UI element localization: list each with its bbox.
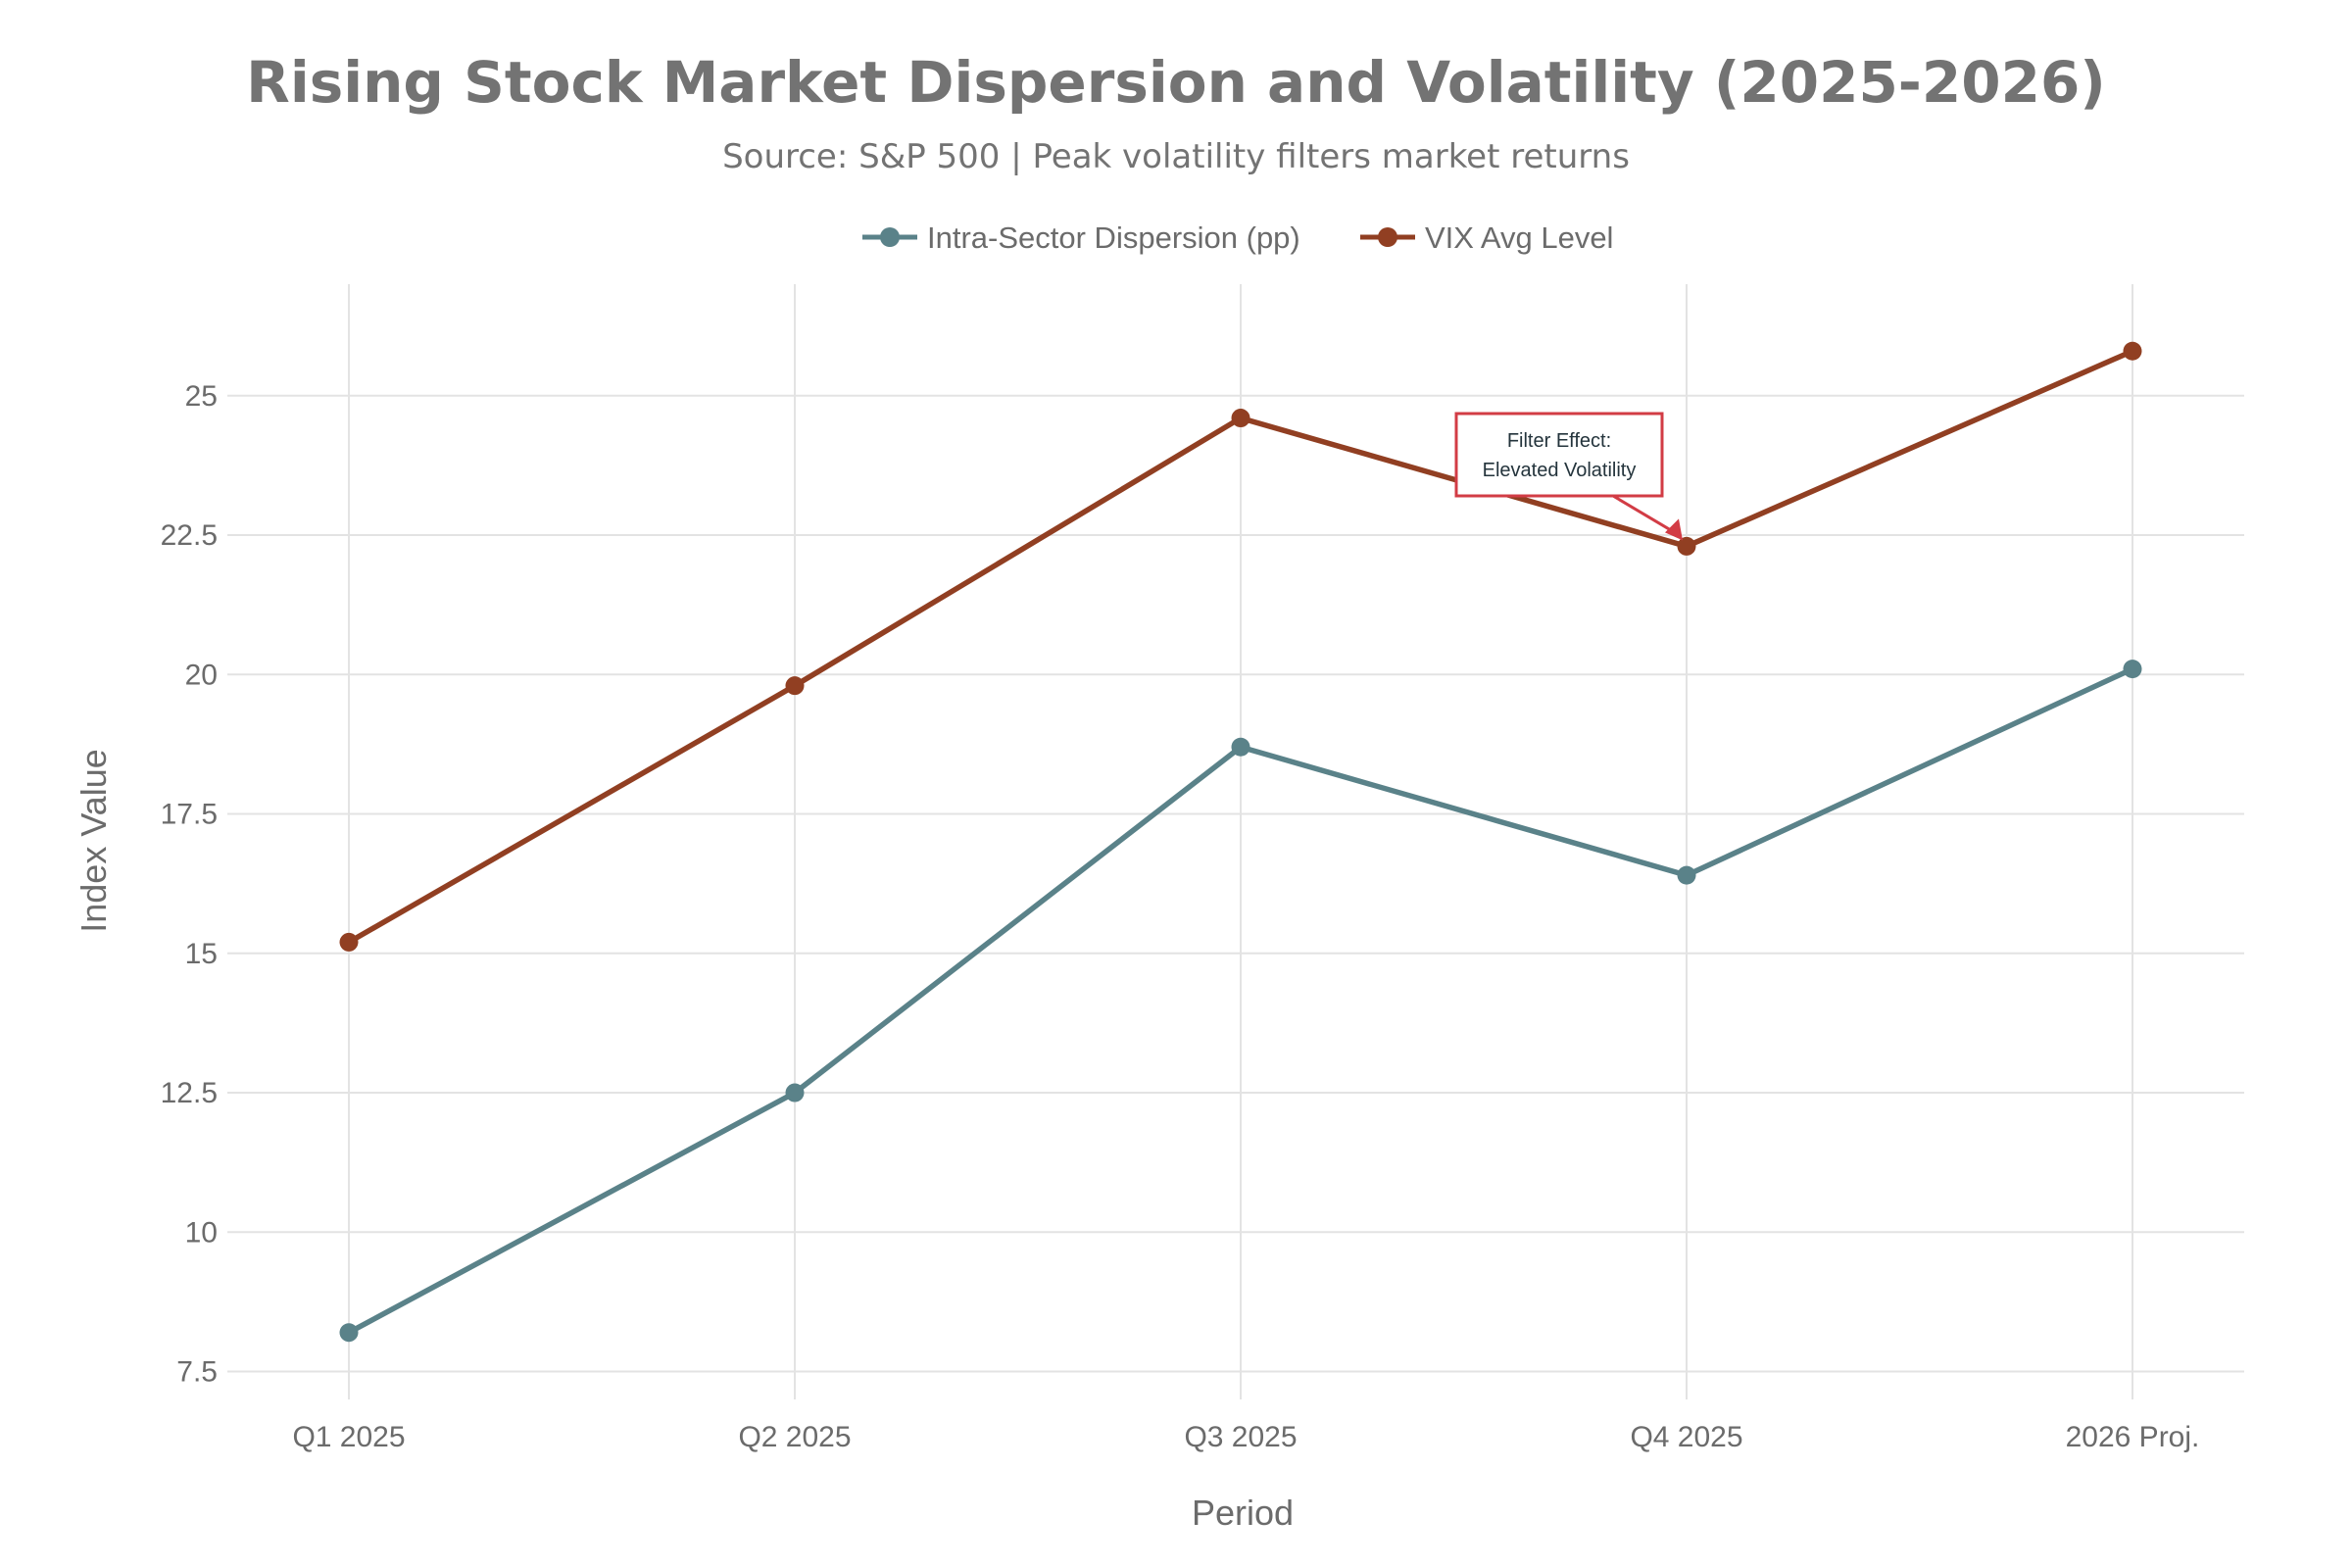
data-point[interactable]: Intra-Sector Dispersion (pp) — Q1 2025: …	[339, 1323, 359, 1343]
data-point[interactable]: Intra-Sector Dispersion (pp) — 2026 Proj…	[2123, 660, 2142, 679]
grid	[227, 284, 2244, 1399]
data-point[interactable]: VIX Avg Level — Q1 2025: 15.2	[339, 932, 359, 952]
data-point[interactable]: VIX Avg Level — Q2 2025: 19.8	[785, 676, 805, 696]
x-tick-label: Q1 2025	[292, 1421, 405, 1453]
y-axis-ticks: 7.5 10 12.5 15 17.5 20 22.5 25	[161, 380, 218, 1389]
x-tick-label: Q2 2025	[738, 1421, 851, 1453]
x-axis-title: Period	[1192, 1493, 1294, 1533]
chart-subtitle: Source: S&P 500 | Peak volatility filter…	[722, 137, 1630, 176]
data-point[interactable]: Intra-Sector Dispersion (pp) — Q2 2025: …	[785, 1083, 805, 1102]
y-tick-label: 12.5	[161, 1077, 218, 1109]
x-axis-ticks: Q1 2025 Q2 2025 Q3 2025 Q4 2025 2026 Proj.	[292, 1421, 2199, 1453]
data-point[interactable]: Intra-Sector Dispersion (pp) — Q3 2025: …	[1231, 737, 1250, 757]
x-tick-label: Q3 2025	[1184, 1421, 1297, 1453]
legend-label: VIX Avg Level	[1425, 220, 1613, 255]
x-tick-label: 2026 Proj.	[2066, 1421, 2200, 1453]
series-group: VIX Avg Level — Q1 2025: 15.2 VIX Avg Lev…	[339, 341, 2142, 952]
y-tick-label: 7.5	[176, 1356, 218, 1389]
annotation: Filter Effect: Elevated Volatility	[1454, 412, 1683, 541]
data-point[interactable]: Intra-Sector Dispersion (pp) — Q4 2025: …	[1677, 865, 1696, 885]
data-point[interactable]: VIX Avg Level — 2026 Proj.: 25.8	[2123, 341, 2142, 361]
y-axis-title: Index Value	[74, 749, 114, 932]
data-point[interactable]: VIX Avg Level — Q3 2025: 24.6	[1231, 409, 1250, 428]
legend[interactable]: Intra-Sector Dispersion (pp) VIX Avg Leve…	[862, 220, 1613, 255]
annotation-box	[1454, 412, 1664, 498]
annotation-arrow-line	[1612, 494, 1676, 534]
y-tick-label: 22.5	[161, 519, 218, 552]
y-tick-label: 15	[185, 938, 218, 970]
annotation-text: Elevated Volatility	[1483, 460, 1637, 481]
data-point[interactable]: VIX Avg Level — Q4 2025: 22.3	[1677, 536, 1696, 556]
legend-swatch-marker	[1378, 227, 1397, 247]
y-tick-label: 25	[185, 380, 218, 413]
legend-item[interactable]: Intra-Sector Dispersion (pp)	[862, 220, 1300, 255]
legend-swatch-marker	[880, 227, 900, 247]
chart-title: Rising Stock Market Dispersion and Volat…	[246, 49, 2106, 116]
y-tick-label: 10	[185, 1216, 218, 1249]
x-tick-label: Q4 2025	[1630, 1421, 1742, 1453]
annotation-text: Filter Effect:	[1507, 430, 1611, 452]
legend-item[interactable]: VIX Avg Level	[1360, 220, 1613, 255]
y-tick-label: 17.5	[161, 799, 218, 831]
annotation-arrowhead	[1665, 518, 1683, 541]
legend-label: Intra-Sector Dispersion (pp)	[927, 220, 1300, 255]
y-tick-label: 20	[185, 659, 218, 691]
series-group: Intra-Sector Dispersion (pp) — Q1 2025: …	[339, 660, 2142, 1343]
series-layer: Intra-Sector Dispersion (pp) — Q1 2025: …	[339, 341, 2142, 1343]
